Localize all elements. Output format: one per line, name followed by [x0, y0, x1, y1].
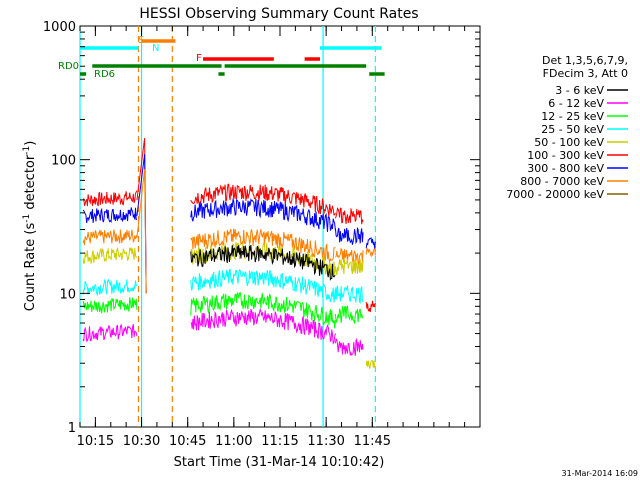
series-line-s50100 — [365, 359, 376, 369]
legend-entry-label: 50 - 100 keV — [534, 136, 604, 149]
legend-entry-label: 300 - 800 keV — [527, 162, 604, 175]
series-line-s50100 — [82, 247, 137, 265]
series-line-s612 — [334, 337, 364, 356]
x-tick-label: 11:00 — [215, 434, 252, 449]
ticks-layer: 1 10 100 1000 10:15 10:30 10:45 11:00 11:15 11:30… — [43, 20, 481, 449]
legend-header-line: Det 1,3,5,6,7,9, — [542, 54, 628, 67]
footer-date: 31-Mar-2014 16:09 — [562, 469, 639, 478]
series-line-s300800 — [190, 197, 336, 232]
flag-label: RD6 — [94, 69, 115, 80]
series-line-s1225 — [190, 291, 336, 329]
flag-label: N — [152, 43, 159, 54]
series-line-s100300 — [334, 207, 364, 225]
series-line-s612 — [190, 308, 336, 345]
y-tick-label: 100 — [51, 154, 76, 169]
series-line-s100300 — [82, 190, 138, 207]
legend-entry-label: 12 - 25 keV — [541, 110, 604, 123]
series-line-s1225 — [82, 297, 138, 314]
series-line-s2550 — [334, 285, 364, 305]
series-line-s8007000 — [365, 248, 376, 258]
series-line-s612 — [82, 323, 138, 342]
chart-title: HESSI Observing Summary Count Rates — [139, 6, 418, 22]
y-axis-label-mid: detector — [23, 154, 38, 214]
series-line-s300800 — [82, 207, 138, 224]
x-tick-label: 10:45 — [169, 434, 206, 449]
series-line-s50100 — [334, 258, 364, 276]
series-line-s50100 — [190, 240, 336, 276]
legend: Det 1,3,5,6,7,9,FDecim 3, Att 0 3 - 6 keV… — [506, 54, 628, 201]
series-layer — [82, 138, 376, 369]
y-axis-label: Count Rate (s-1 detector-1) — [22, 141, 38, 312]
series-line-s36 — [190, 244, 336, 281]
flag-label: F — [196, 53, 202, 64]
legend-entry-label: 6 - 12 keV — [548, 97, 604, 110]
x-tick-label: 11:45 — [354, 434, 391, 449]
legend-entry-label: 3 - 6 keV — [555, 84, 604, 97]
series-line-s300800 — [365, 237, 376, 249]
series-line-s300800 — [334, 226, 364, 245]
x-tick-label: 10:15 — [77, 434, 114, 449]
x-tick-label: 11:15 — [261, 434, 298, 449]
series-line-s8007000 — [82, 229, 138, 246]
x-tick-label: 11:30 — [307, 434, 344, 449]
legend-entry-label: 25 - 50 keV — [541, 123, 604, 136]
series-line-s1225 — [334, 305, 364, 324]
legend-entry-label: 7000 - 20000 keV — [506, 188, 604, 201]
y-tick-label: 1 — [68, 421, 76, 436]
legend-header-line: FDecim 3, Att 0 — [543, 67, 628, 80]
y-tick-label: 1000 — [43, 20, 76, 35]
series-line-s2550 — [190, 268, 336, 303]
y-axis-label-sup2: -1 — [22, 146, 32, 155]
flags-layer: SN F RD0 RD6 — [58, 26, 385, 427]
series-line-s100300 — [190, 183, 336, 217]
legend-entry-label: 100 - 300 keV — [527, 149, 604, 162]
flag-label: RD0 — [58, 61, 79, 72]
flag-label: S — [138, 35, 144, 46]
x-axis-label: Start Time (31-Mar-14 10:10:42) — [174, 455, 385, 470]
y-tick-label: 10 — [59, 287, 76, 302]
series-line-s100300 — [365, 300, 376, 313]
x-tick-label: 10:30 — [123, 434, 160, 449]
series-line-s2550 — [82, 278, 138, 297]
y-axis-label-sup1: -1 — [22, 214, 32, 223]
series-line-s8007000 — [190, 228, 336, 264]
legend-entry-label: 800 - 7000 keV — [520, 175, 604, 188]
series-spike-s8007000 — [136, 169, 147, 294]
y-axis-label-end: ) — [23, 141, 38, 146]
plot-frame — [79, 25, 481, 428]
y-axis-label-main: Count Rate (s — [23, 223, 38, 312]
